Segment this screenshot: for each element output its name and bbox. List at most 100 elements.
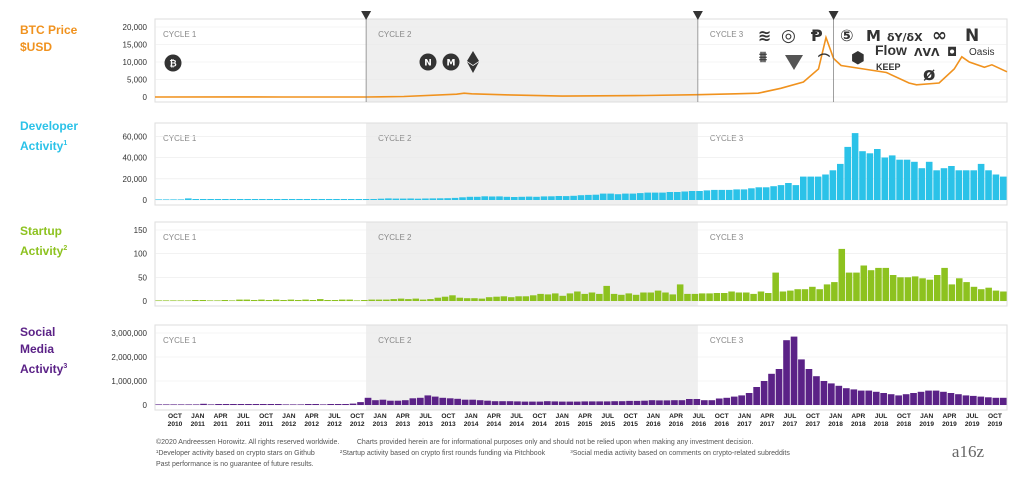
social-media-activity-bar — [170, 404, 177, 405]
x-tick-label: APR — [851, 413, 865, 420]
startup-activity-bar — [258, 299, 265, 301]
social-media-activity-bar — [417, 397, 424, 405]
developer-activity-bar — [585, 194, 592, 200]
social-media-activity-bar — [521, 401, 529, 405]
developer-activity-bar — [222, 199, 229, 200]
x-tick-label: 2012 — [350, 421, 365, 428]
x-tick-label: JUL — [419, 413, 431, 420]
startup-activity-bar — [419, 299, 427, 301]
developer-activity-bar — [607, 193, 614, 200]
startup-activity-bar — [228, 300, 236, 301]
developer-activity-bar — [837, 163, 844, 200]
startup-activity-bar — [412, 298, 420, 301]
startup-activity-bar — [721, 293, 728, 301]
startup-activity-bar — [184, 300, 192, 301]
social-media-activity-bar — [745, 393, 753, 405]
panel-label: Startup Activity2 — [20, 223, 67, 260]
btc-price-line — [154, 34, 1008, 98]
developer-activity-bar — [911, 161, 918, 200]
startup-activity-bar — [339, 299, 346, 301]
social-media-activity-bar — [962, 395, 970, 405]
social-media-activity-bar — [529, 401, 536, 405]
x-tick-label: 2015 — [623, 421, 638, 428]
x-tick-label: 2018 — [851, 421, 866, 428]
x-tick-label: 2013 — [395, 421, 410, 428]
developer-activity-bar — [362, 199, 370, 200]
x-tick-label: OCT — [806, 413, 820, 420]
social-media-activity-bar — [431, 396, 439, 405]
social-media-activity-bar — [544, 401, 551, 405]
startup-activity-bar — [963, 282, 970, 301]
developer-activity-bar — [933, 170, 940, 200]
x-tick-label: 2017 — [805, 421, 820, 428]
developer-activity-bar — [429, 198, 437, 200]
project-logo-icon: M — [866, 27, 881, 45]
developer-activity-bar — [733, 189, 740, 200]
startup-activity-bar — [691, 293, 699, 301]
startup-activity-bar — [860, 265, 868, 301]
cycle-label: CYCLE 2 — [378, 30, 412, 39]
social-media-activity-bar — [805, 369, 813, 405]
developer-activity-bar — [740, 189, 748, 200]
social-media-activity-bar — [319, 404, 327, 405]
cycle-label: CYCLE 1 — [163, 134, 197, 143]
x-tick-label: 2015 — [555, 421, 570, 428]
y-tick-label: 20,000 — [123, 175, 148, 184]
developer-activity-bar — [896, 159, 903, 200]
project-logo-icon: ⑤ — [840, 26, 854, 45]
halving-marker-icon — [828, 11, 839, 20]
startup-activity-bar — [787, 290, 794, 301]
developer-activity-bar — [288, 199, 296, 200]
panel-label-line: Activity2 — [20, 244, 68, 258]
developer-activity-bar — [970, 170, 978, 200]
developer-activity-bar — [925, 161, 933, 200]
developer-activity-bar — [207, 199, 214, 200]
startup-activity-bar — [948, 284, 956, 301]
social-media-activity-bar — [424, 395, 432, 405]
cycle-label: CYCLE 3 — [710, 134, 744, 143]
cycle-2-shading — [366, 325, 698, 410]
social-media-activity-bar — [491, 401, 499, 405]
startup-activity-bar — [287, 299, 295, 301]
x-tick-label: 2018 — [874, 421, 889, 428]
developer-activity-bar — [474, 196, 481, 200]
startup-activity-bar — [706, 293, 713, 301]
developer-activity-bar — [303, 199, 311, 200]
x-tick-label: 2014 — [532, 421, 547, 428]
startup-activity-bar — [897, 277, 904, 301]
social-media-activity-bar — [603, 401, 611, 405]
developer-activity-bar — [518, 196, 526, 200]
social-media-activity-bar — [275, 404, 282, 405]
panel-label-line: Social — [20, 325, 56, 339]
social-media-activity-bar — [977, 396, 985, 405]
startup-activity-bar — [625, 293, 633, 301]
social-media-activity-bar — [985, 397, 992, 405]
project-logo-icon: ≋ — [758, 26, 771, 45]
developer-activity-bar — [674, 192, 681, 200]
social-media-activity-bar — [536, 401, 544, 405]
developer-activity-bar — [644, 192, 652, 200]
startup-activity-bar — [405, 299, 412, 301]
social-media-activity-bar — [252, 404, 260, 405]
social-media-activity-bar — [282, 404, 290, 405]
project-logo-label: KEEP — [876, 62, 901, 72]
developer-activity-bar — [244, 199, 251, 200]
startup-activity-bar — [243, 299, 251, 301]
project-logo-icon: ø — [923, 64, 935, 85]
footnote-marker: 3 — [63, 363, 68, 370]
developer-activity-bar — [229, 199, 237, 200]
startup-activity-bar — [662, 292, 669, 301]
developer-activity-bar — [629, 193, 637, 200]
x-tick-label: OCT — [988, 413, 1002, 420]
social-media-activity-bar — [648, 400, 656, 405]
startup-activity-bar — [970, 286, 978, 301]
developer-activity-bar — [577, 195, 585, 200]
developer-activity-bar — [948, 166, 955, 200]
startup-activity-bar — [765, 293, 772, 301]
x-tick-label: 2010 — [168, 421, 183, 428]
developer-activity-bar — [496, 196, 503, 200]
x-tick-label: 2012 — [282, 421, 297, 428]
developer-activity-bar — [807, 176, 815, 200]
developer-activity-bar — [562, 196, 570, 200]
panel-label-line: Media — [20, 342, 55, 356]
